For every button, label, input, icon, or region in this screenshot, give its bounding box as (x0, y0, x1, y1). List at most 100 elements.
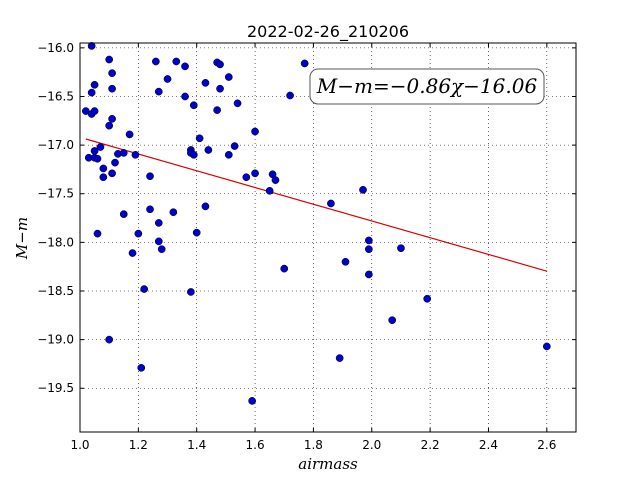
data-point (423, 294, 432, 303)
data-point (87, 42, 96, 50)
annotation-text: M−m=−0.86χ−16.06 (316, 74, 538, 98)
data-point (364, 245, 373, 254)
data-point (364, 270, 373, 279)
data-point (300, 59, 309, 68)
data-point (152, 57, 160, 66)
data-point (242, 173, 251, 182)
y-tick-label: −17.5 (37, 187, 74, 201)
data-point (397, 244, 405, 253)
x-tick-label: 2.4 (479, 438, 498, 452)
data-point (90, 107, 99, 115)
fit-annotation: M−m=−0.86χ−16.06 (309, 68, 545, 105)
data-point (189, 150, 198, 159)
grid (79, 43, 576, 432)
data-point (248, 397, 256, 405)
data-point (146, 205, 154, 214)
data-point (280, 264, 289, 273)
data-point (201, 202, 210, 211)
y-axis-label: M−m (13, 217, 31, 260)
annotation-box (309, 68, 545, 105)
data-point (111, 158, 119, 167)
data-point (96, 143, 105, 151)
data-point (195, 134, 204, 143)
x-tick-label: 1.4 (187, 438, 206, 452)
data-point (93, 229, 102, 238)
data-point (105, 55, 114, 64)
plot-frame (79, 42, 577, 433)
x-axis-label: airmass (298, 455, 358, 473)
ticks: 1.0 1.2 1.4 1.6 1.8 2.0 2.2 2.4 2.6 −16.0 −16.5 −17… (37, 41, 576, 452)
data-point (233, 99, 242, 108)
data-point (189, 101, 198, 110)
data-point (542, 342, 551, 351)
data-point (140, 285, 149, 293)
data-point (93, 154, 102, 163)
x-tick-label: 1.0 (70, 438, 89, 452)
data-point (154, 87, 163, 96)
chart-title: 2022-02-26_210206 (247, 22, 409, 42)
data-point (251, 127, 259, 136)
x-tick-label: 2.2 (421, 438, 440, 452)
data-point (108, 169, 116, 178)
data-point (181, 92, 189, 101)
data-point (224, 73, 233, 81)
data-point (251, 169, 259, 178)
data-point (327, 199, 335, 208)
x-tick-label: 1.2 (129, 438, 148, 452)
data-point (99, 173, 108, 182)
y-tick-label: −17.0 (37, 138, 74, 152)
fit-layer (85, 138, 547, 272)
x-tick-label: 1.6 (246, 438, 265, 452)
data-point (90, 80, 99, 89)
data-point (364, 236, 373, 245)
data-point (108, 84, 116, 93)
data-point (230, 142, 239, 150)
data-point (216, 84, 224, 93)
data-point (172, 57, 181, 66)
data-point (192, 228, 201, 237)
y-tick-label: −16.5 (37, 89, 74, 103)
x-tick-label: 2.6 (537, 438, 556, 452)
data-point (201, 79, 210, 87)
x-tick-label: 2.0 (362, 438, 381, 452)
data-point (216, 60, 224, 69)
data-point (204, 146, 213, 154)
data-point (137, 363, 146, 372)
data-point (131, 150, 140, 159)
data-point (163, 75, 172, 83)
data-point (87, 88, 96, 97)
data-point (271, 176, 280, 184)
data-point (335, 354, 344, 362)
data-point (108, 115, 116, 123)
y-tick-label: −18.5 (37, 284, 74, 298)
data-point (187, 288, 195, 296)
data-point (265, 186, 274, 195)
data-point (108, 69, 116, 77)
data-point (359, 185, 367, 194)
y-tick-label: −19.0 (37, 333, 74, 347)
data-point (341, 257, 350, 266)
data-point (286, 91, 294, 100)
data-point (213, 106, 221, 114)
data-point (154, 237, 163, 246)
y-tick-label: −18.0 (37, 235, 74, 249)
data-point (388, 316, 397, 325)
data-point (128, 249, 137, 257)
data-point (105, 121, 114, 130)
fit-line (85, 138, 547, 272)
data-point (134, 229, 143, 238)
y-tick-label: −16.0 (37, 41, 74, 55)
data-point (119, 149, 128, 157)
points-layer (81, 42, 551, 405)
data-point (119, 210, 128, 219)
data-point (154, 219, 163, 227)
data-point (146, 172, 154, 181)
x-tick-label: 1.8 (304, 438, 323, 452)
data-point (181, 62, 189, 71)
data-point (105, 335, 114, 344)
data-point (125, 130, 134, 139)
data-point (224, 150, 233, 159)
data-point (157, 245, 166, 254)
data-point (99, 164, 108, 173)
